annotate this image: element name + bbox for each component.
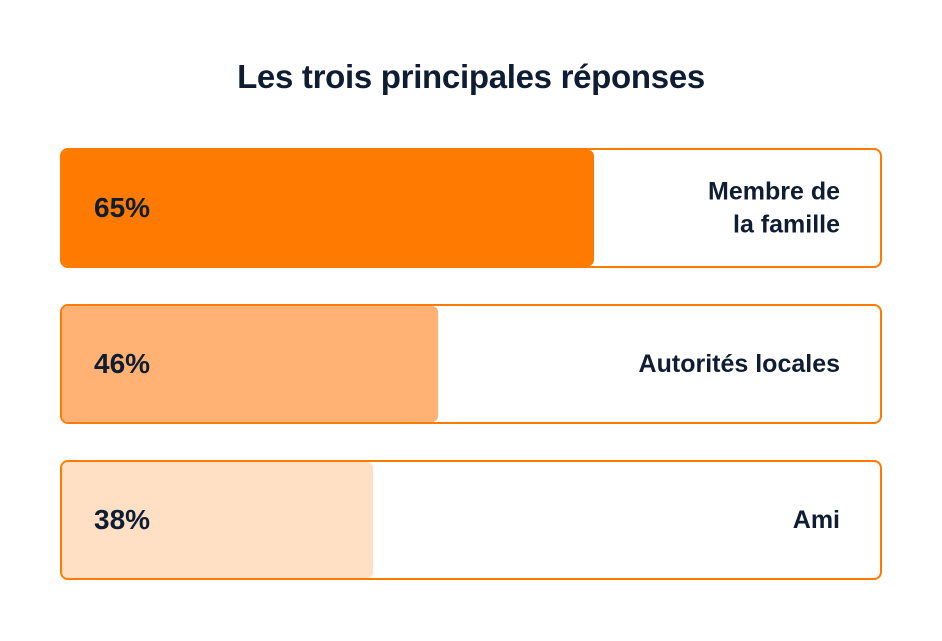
bar-category-label: Ami (792, 505, 840, 534)
bar-fill (62, 306, 438, 422)
bar-fill (62, 150, 594, 266)
bar-row: 65% Membre de la famille (60, 148, 882, 268)
bar-row: 38% Ami (60, 460, 882, 580)
bar-value-label: 65% (94, 192, 151, 223)
bar-category-label: Membre de la famille (708, 177, 840, 239)
bar-value-label: 46% (94, 348, 151, 379)
bar-row: 46% Autorités locales (60, 304, 882, 424)
bar-value-label: 38% (94, 504, 151, 535)
chart-title: Les trois principales réponses (237, 58, 705, 95)
bar-fill (62, 462, 373, 578)
bar-chart: 65% Membre de la famille 46% Autorités loca… (60, 148, 882, 580)
bar-category-label: Autorités locales (638, 349, 840, 378)
